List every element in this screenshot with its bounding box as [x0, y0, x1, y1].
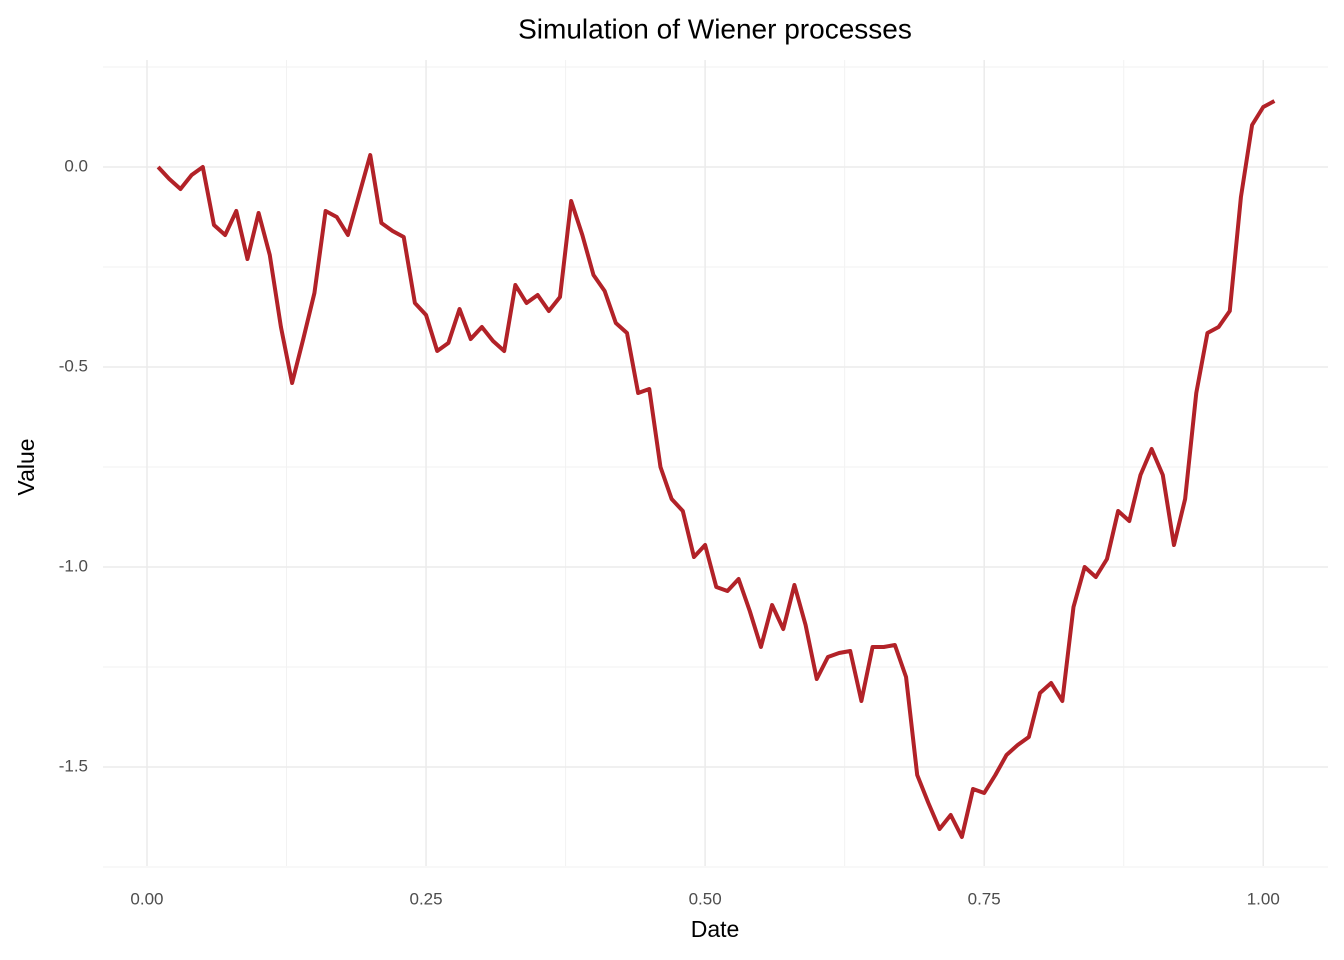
x-tick-label: 0.00	[130, 889, 163, 908]
y-tick-label: -0.5	[59, 356, 88, 375]
series-line	[156, 99, 1276, 839]
y-tick-label: 0.0	[64, 156, 88, 175]
x-tick-label: 0.25	[410, 889, 443, 908]
x-tick-label: 1.00	[1247, 889, 1280, 908]
chart-title: Simulation of Wiener processes	[518, 13, 912, 44]
y-axis-title: Value	[13, 438, 39, 495]
x-tick-label: 0.50	[689, 889, 722, 908]
y-tick-label: -1.5	[59, 756, 88, 775]
x-tick-label: 0.75	[968, 889, 1001, 908]
grid	[103, 60, 1328, 868]
plot	[156, 99, 1276, 839]
y-tick-label: -1.0	[59, 556, 88, 575]
x-axis-title: Date	[691, 916, 740, 942]
